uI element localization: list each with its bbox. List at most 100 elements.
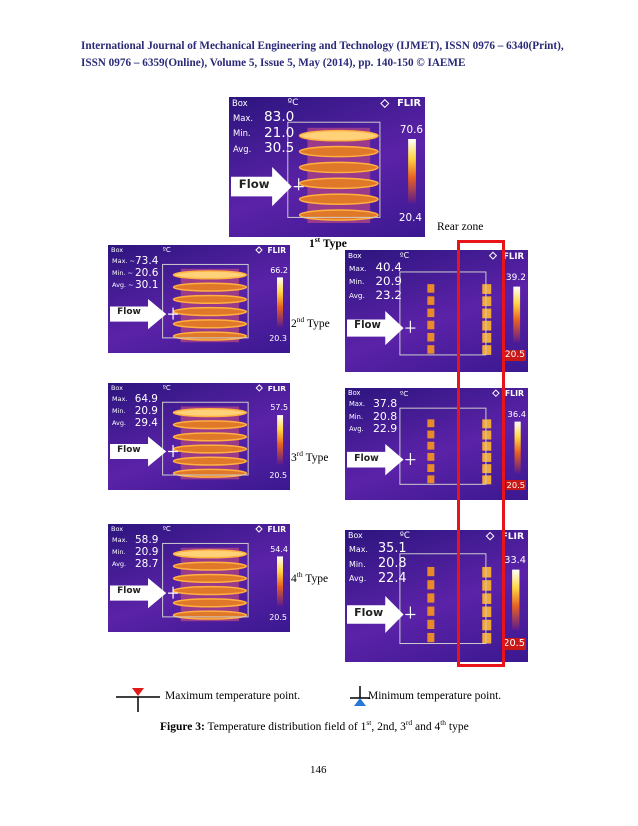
box-label: Box [111,246,124,254]
measure-box [162,401,249,476]
unit-label: ºC [287,98,299,108]
hot-strip [427,464,435,472]
thermal-image: Box ºC FLIR Max. 37.8 Min. 20.8 Avg. 22.9 36.4 20.… [345,388,528,500]
hot-strip [482,632,492,644]
type-num: 4 [291,572,297,585]
brand-label: FLIR [267,384,286,393]
hot-fin [172,420,248,430]
hot-body [307,127,371,223]
thermal-graphics [110,246,283,343]
stat-label: Max. [233,112,254,123]
hot-strip [427,619,435,629]
crosshair [168,307,179,320]
hot-fin [172,294,248,305]
stat-label: Min. [112,548,126,556]
type-sup: rd [296,449,303,458]
flow-arrow [347,444,404,476]
stat-value: 58.9 [135,534,159,546]
hot-strip [427,593,435,603]
type-num: 3 [291,451,297,464]
scale-max: 54.4 [270,544,288,554]
hot-strip [427,296,435,305]
unit-label: ºC [399,531,410,541]
crosshair [168,586,179,599]
measure-box [399,407,487,485]
stat-label: Avg. ~ [112,281,134,289]
header-line: International Journal of Mechanical Engi… [81,40,564,52]
flow-arrow [231,167,292,207]
stat-label: Avg. [112,560,127,568]
hot-body [180,547,240,622]
scale-min: 20.5 [502,638,526,651]
crosshair [405,320,416,333]
hot-strip [482,619,492,631]
hot-fin [172,282,248,292]
stat-value: 64.9 [134,392,158,405]
hot-fin [172,407,248,418]
box-label: Box [348,531,363,540]
brand-label: FLIR [267,525,286,534]
hot-strip [427,284,435,293]
hot-strip [427,345,435,354]
flow-arrow [110,299,167,330]
stat-value: 20.9 [134,404,158,417]
measure-box [287,121,381,218]
hot-strip [482,452,492,462]
hot-fin [298,145,379,158]
stat-label: Max. [349,544,368,554]
flow-label: Flow [117,307,141,318]
stat-label: Min. ~ [112,269,134,277]
hot-strip [482,419,492,429]
hot-fin [172,306,248,317]
hot-fin [172,444,248,454]
hot-fin [298,209,379,221]
hot-strip [427,419,435,428]
hot-strip [427,566,435,577]
thermal-graphics [110,384,284,480]
hot-strip [427,632,435,643]
brand-label: FLIR [397,98,421,109]
hot-fin [172,585,248,596]
hot-strip [427,308,435,318]
stat-value: 28.7 [135,558,159,570]
color-scale [277,556,283,607]
flow-label: Flow [354,452,379,464]
type-label: 3rd Type [291,449,328,464]
hot-strip [427,606,435,616]
hot-strip [482,606,492,618]
scale-max: 39.2 [505,273,526,284]
hot-strip [427,441,435,450]
flir-logo [485,531,495,541]
caption-sup: rd [405,718,413,727]
flow-label: Flow [354,606,384,620]
scale-max: 33.4 [504,555,526,567]
hot-strip [482,566,492,578]
hot-strip [482,430,492,440]
box-label: Box [111,384,123,392]
flir-logo [488,251,498,260]
legend-min: Minimum temperature point. [368,690,502,702]
flir-logo [492,389,500,398]
caption-text: Temperature distribution field of 1 [204,720,367,733]
stat-label: Min. [349,412,364,421]
stat-label: Avg. [112,418,126,427]
unit-label: ºC [399,389,409,398]
measure-box [399,271,487,356]
type-word: Type [304,317,330,330]
flir-logo [255,384,263,392]
hot-fin [172,598,248,608]
caption-sup: th [440,718,447,727]
stat-value: 20.8 [373,409,398,423]
stat-value: 73.4 [135,255,159,267]
thermal-image: Box ºC FLIR Max. 35.1 Min. 20.8 Avg. 22.4 33.4 20.… [345,530,528,662]
hot-fin [172,319,248,329]
stat-value: 22.4 [378,570,407,586]
hot-fin [298,129,379,142]
thermal-image: Box ºC FLIR Max. 40.4 Min. 20.9 Avg. 23.2 39.2 20.… [345,250,528,372]
stat-label: Min. [233,128,251,139]
flow-arrow [110,578,167,609]
color-scale [513,286,521,343]
hot-fin [172,561,248,571]
brand-label: FLIR [503,251,524,261]
stat-label: Min. [112,406,126,415]
